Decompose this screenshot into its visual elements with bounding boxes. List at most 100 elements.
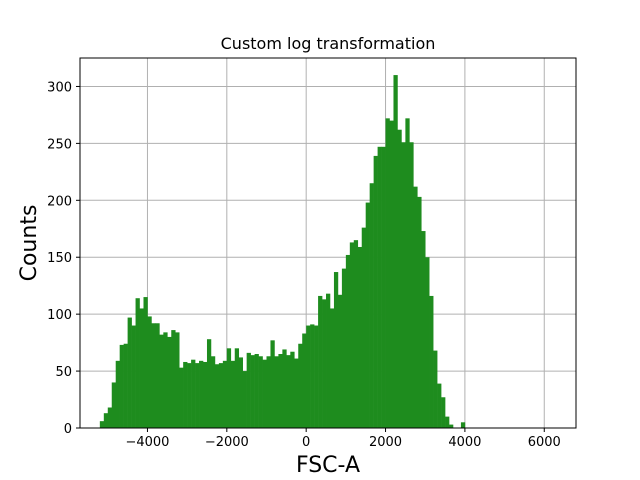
histogram-bar — [393, 75, 398, 429]
histogram-bar — [365, 202, 370, 428]
histogram-bar — [361, 227, 366, 428]
histogram-bar — [429, 295, 434, 428]
histogram-bar — [266, 356, 271, 428]
histogram-bar — [123, 343, 128, 428]
chart-title: Custom log transformation — [221, 34, 436, 53]
histogram-bar — [131, 325, 136, 428]
histogram-bar — [99, 421, 105, 428]
x-axis-ticks: −4000 −2000 0 2000 4000 6000 — [125, 428, 561, 450]
histogram-bar — [449, 424, 454, 428]
y-tick-label: 150 — [47, 251, 72, 266]
histogram-bar — [171, 330, 176, 428]
histogram-bar — [206, 339, 212, 428]
histogram-bar — [345, 254, 351, 428]
histogram-bar — [250, 355, 255, 428]
histogram-bar — [433, 350, 438, 428]
histogram-bar — [274, 356, 279, 428]
x-tick-label: 6000 — [528, 435, 561, 450]
histogram-bar — [115, 360, 120, 428]
x-tick-label: 0 — [302, 435, 310, 450]
histogram-bar — [210, 356, 216, 428]
histogram-bar — [143, 297, 148, 428]
histogram-bar — [234, 348, 240, 428]
histogram-bar — [369, 183, 374, 428]
histogram-bar — [302, 333, 307, 428]
histogram-bar — [230, 360, 236, 428]
histogram-bar — [413, 186, 418, 428]
histogram-bar — [445, 416, 450, 428]
histogram-bar — [282, 349, 287, 428]
x-axis-label: FSC-A — [296, 453, 360, 478]
histogram-bar — [103, 413, 109, 428]
histogram-bar — [341, 268, 347, 428]
y-axis-ticks: 0 50 100 150 200 250 300 — [47, 80, 80, 437]
histogram-bar — [214, 364, 220, 428]
histogram-bar — [155, 323, 160, 428]
histogram-bar — [175, 332, 180, 428]
y-tick-label: 300 — [47, 80, 72, 95]
histogram-bar — [314, 325, 319, 428]
histogram-bars — [99, 75, 466, 429]
histogram-bar — [242, 371, 247, 428]
histogram-bar — [389, 120, 394, 428]
y-tick-label: 100 — [47, 308, 72, 323]
histogram-bar — [385, 118, 390, 428]
x-tick-label: 2000 — [369, 435, 402, 450]
y-tick-label: 50 — [55, 365, 72, 380]
histogram-bar — [310, 324, 315, 428]
histogram-bar — [167, 336, 172, 428]
histogram-bar — [107, 407, 113, 428]
y-tick-label: 200 — [47, 194, 72, 209]
histogram-bar — [381, 146, 386, 429]
histogram-bar — [298, 343, 303, 428]
x-tick-label: −2000 — [205, 435, 249, 450]
histogram-bar — [278, 354, 283, 428]
histogram-bar — [238, 357, 243, 428]
histogram-bar — [421, 231, 426, 428]
histogram-bar — [405, 118, 410, 428]
histogram-bar — [199, 360, 204, 428]
histogram-bar — [246, 352, 251, 428]
histogram-bar — [322, 299, 327, 428]
histogram-bar — [163, 332, 168, 428]
histogram-bar — [203, 361, 208, 428]
y-tick-label: 0 — [64, 422, 72, 437]
x-tick-label: 4000 — [448, 435, 481, 450]
histogram-bar — [353, 240, 359, 428]
histogram-bar — [329, 308, 335, 428]
histogram-bar — [437, 383, 442, 428]
histogram-bar — [159, 334, 164, 428]
plot-frame — [79, 57, 577, 429]
histogram-bar — [306, 325, 311, 428]
histogram-bar — [441, 397, 446, 428]
histogram-bar — [357, 246, 363, 428]
x-tick-label: −4000 — [125, 435, 169, 450]
histogram-bar — [425, 257, 430, 428]
histogram-bar — [286, 355, 291, 428]
histogram-bar — [135, 298, 140, 428]
histogram-bar — [460, 422, 466, 428]
histogram-bar — [111, 382, 117, 428]
histogram-bar — [139, 308, 144, 428]
histogram-bar — [195, 363, 200, 428]
histogram-bar — [151, 323, 156, 428]
histogram-bar — [226, 348, 232, 428]
histogram-bar — [318, 295, 323, 428]
histogram-bar — [409, 142, 414, 428]
histogram-bar — [294, 358, 299, 428]
histogram-bar — [401, 142, 406, 428]
histogram-bar — [373, 155, 378, 428]
histogram-bar — [337, 294, 343, 428]
histogram-bar — [270, 340, 275, 428]
histogram-bar — [326, 293, 331, 428]
histogram-bar — [218, 363, 224, 428]
y-axis-label: Counts — [17, 205, 42, 282]
histogram-bar — [290, 351, 295, 428]
histogram-bar — [377, 146, 382, 429]
histogram-bar — [119, 344, 124, 428]
histogram-bar — [187, 363, 192, 428]
histogram-bar — [262, 359, 267, 428]
histogram-bar — [222, 360, 228, 428]
histogram-bar — [397, 129, 402, 428]
